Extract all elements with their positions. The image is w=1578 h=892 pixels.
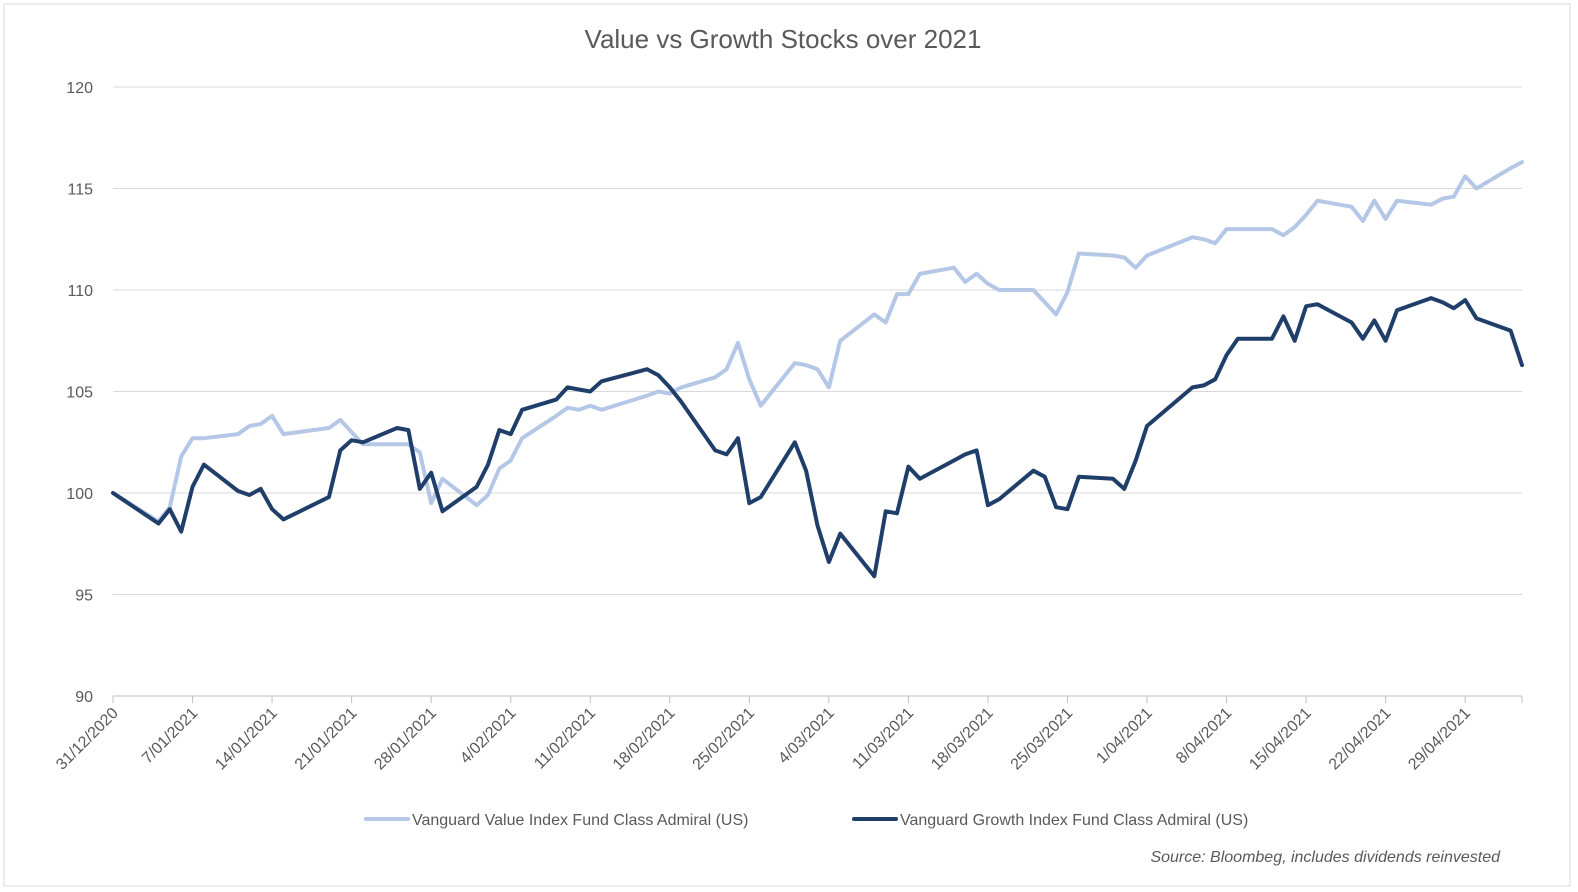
y-tick-label: 105 <box>66 385 93 402</box>
legend-label-growth-fund: Vanguard Growth Index Fund Class Admiral… <box>900 812 1248 829</box>
gridlines <box>113 86 1522 595</box>
y-tick-label: 115 <box>67 182 93 199</box>
y-axis-tick-labels: 90 95 100 105 110 115 120 <box>66 80 93 706</box>
legend: Vanguard Value Index Fund Class Admiral … <box>364 812 1248 829</box>
y-tick-label: 110 <box>67 283 93 300</box>
y-tick-label: 120 <box>66 80 93 97</box>
source-note: Source: Bloombeg, includes dividends rei… <box>1150 849 1501 866</box>
series-lines <box>111 160 1524 579</box>
y-tick-label: 90 <box>75 689 93 706</box>
y-tick-label: 95 <box>75 588 93 605</box>
series-line-growth-fund <box>111 296 1524 579</box>
chart-title: Value vs Growth Stocks over 2021 <box>585 24 982 54</box>
y-tick-label: 100 <box>66 486 93 503</box>
legend-label-value-fund: Vanguard Value Index Fund Class Admiral … <box>412 812 748 829</box>
series-line-value-fund <box>111 160 1524 524</box>
chart-border <box>3 3 1571 887</box>
